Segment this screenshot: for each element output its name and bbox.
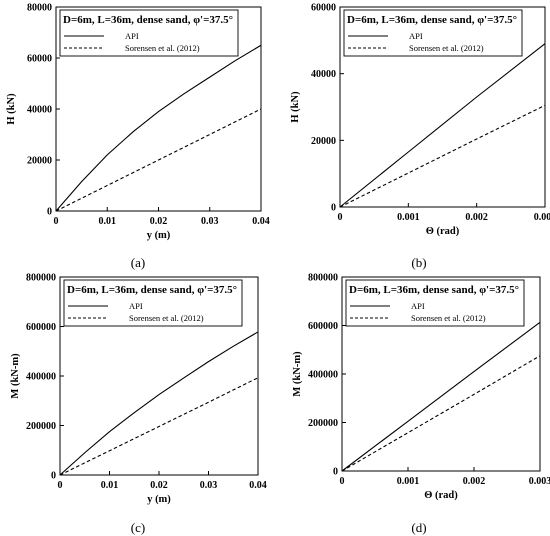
y-tick-label: 200000 <box>26 421 56 432</box>
legend-title: D=6m, L=36m, dense sand, φ'=37.5° <box>63 14 233 26</box>
series-line-sorensen <box>341 355 541 472</box>
panel-label: (a) <box>131 255 145 270</box>
series-line-api <box>341 321 541 472</box>
legend-entry: Sorensen et al. (2012) <box>409 43 484 53</box>
legend: D=6m, L=36m, dense sand, φ'=37.5° API Sore… <box>343 9 523 57</box>
legend-entry: API <box>129 301 143 311</box>
x-axis-label: y (m) <box>147 494 171 505</box>
x-tick-label: 0 <box>54 216 59 227</box>
y-tick-label: 40000 <box>27 105 52 116</box>
legend: D=6m, L=36m, dense sand, φ'=37.5° API Sore… <box>345 279 525 327</box>
y-tick-label: 600000 <box>308 321 338 332</box>
y-tick-label: 800000 <box>26 273 56 284</box>
legend-entry: API <box>409 31 423 41</box>
y-tick-label: 0 <box>331 203 336 214</box>
y-tick-label: 40000 <box>311 69 336 80</box>
plot-frame <box>339 6 546 208</box>
legend: D=6m, L=36m, dense sand, φ'=37.5° API Sore… <box>63 279 243 327</box>
y-tick-label: 400000 <box>308 370 338 381</box>
x-tick-label: 0.01 <box>99 216 117 227</box>
y-tick-label: 400000 <box>26 372 56 383</box>
x-tick-label: 0.04 <box>252 216 270 227</box>
series-line-sorensen <box>59 377 259 476</box>
chart-panel: 0 0.01 0.02 0.03 0.04 0 200000 400000 600000 8000… <box>10 273 267 536</box>
y-tick-label: 60000 <box>27 54 52 65</box>
panel-label: (d) <box>411 520 426 535</box>
legend: D=6m, L=36m, dense sand, φ'=37.5° API Sore… <box>59 9 239 57</box>
series-line-api <box>55 44 262 212</box>
x-tick-label: 0.003 <box>529 476 550 487</box>
legend-entry: Sorensen et al. (2012) <box>411 313 486 323</box>
y-tick-label: 0 <box>47 207 52 218</box>
y-tick-label: 20000 <box>27 156 52 167</box>
x-tick-label: 0.03 <box>200 480 218 491</box>
x-tick-label: 0 <box>340 476 345 487</box>
legend-entry: Sorensen et al. (2012) <box>129 313 204 323</box>
panel-label: (c) <box>131 520 145 535</box>
x-tick-label: 0.04 <box>249 480 267 491</box>
series-line-api <box>59 331 259 476</box>
y-axis-label: M (kN-m) <box>10 353 21 399</box>
x-tick-label: 0.002 <box>465 212 488 223</box>
x-tick-label: 0.02 <box>150 480 168 491</box>
x-tick-label: 0.03 <box>201 216 219 227</box>
legend-entry: API <box>411 301 425 311</box>
x-tick-label: 0.003 <box>534 212 550 223</box>
legend-title: D=6m, L=36m, dense sand, φ'=37.5° <box>67 284 237 296</box>
x-tick-label: 0.01 <box>101 480 119 491</box>
y-axis-label: H (kN) <box>6 93 17 125</box>
x-tick-label: 0.001 <box>397 212 420 223</box>
x-axis-label: Θ (rad) <box>424 490 458 501</box>
y-tick-label: 20000 <box>311 136 336 147</box>
legend-entry: Sorensen et al. (2012) <box>125 43 200 53</box>
series-line-api <box>339 43 546 208</box>
chart-panel: 0 0.001 0.002 0.003 0 200000 400000 600000 80000… <box>292 273 550 536</box>
x-tick-label: 0 <box>338 212 343 223</box>
y-tick-label: 0 <box>51 471 56 482</box>
y-tick-label: 60000 <box>311 3 336 14</box>
chart-panel: 0 0.001 0.002 0.003 0 20000 40000 60000 Θ (rad) H… <box>290 3 550 271</box>
x-tick-label: 0.001 <box>397 476 420 487</box>
x-tick-label: 0 <box>58 480 63 491</box>
y-tick-label: 200000 <box>308 418 338 429</box>
panel-label: (b) <box>411 255 426 270</box>
y-tick-label: 0 <box>333 467 338 478</box>
y-axis-label: H (kN) <box>290 91 301 123</box>
x-tick-label: 0.002 <box>463 476 486 487</box>
x-axis-label: Θ (rad) <box>426 226 460 237</box>
y-tick-label: 600000 <box>26 322 56 333</box>
legend-title: D=6m, L=36m, dense sand, φ'=37.5° <box>349 284 519 296</box>
series-line-sorensen <box>339 104 546 208</box>
y-tick-label: 800000 <box>308 273 338 284</box>
legend-title: D=6m, L=36m, dense sand, φ'=37.5° <box>347 14 517 26</box>
series-line-sorensen <box>55 108 262 212</box>
legend-entry: API <box>125 31 139 41</box>
chart-panel: 0 0.01 0.02 0.03 0.04 0 20000 40000 60000 80000 y … <box>6 3 270 271</box>
x-axis-label: y (m) <box>147 230 171 241</box>
x-tick-label: 0.02 <box>150 216 168 227</box>
y-axis-label: M (kN-m) <box>292 351 303 397</box>
y-tick-label: 80000 <box>27 3 52 14</box>
